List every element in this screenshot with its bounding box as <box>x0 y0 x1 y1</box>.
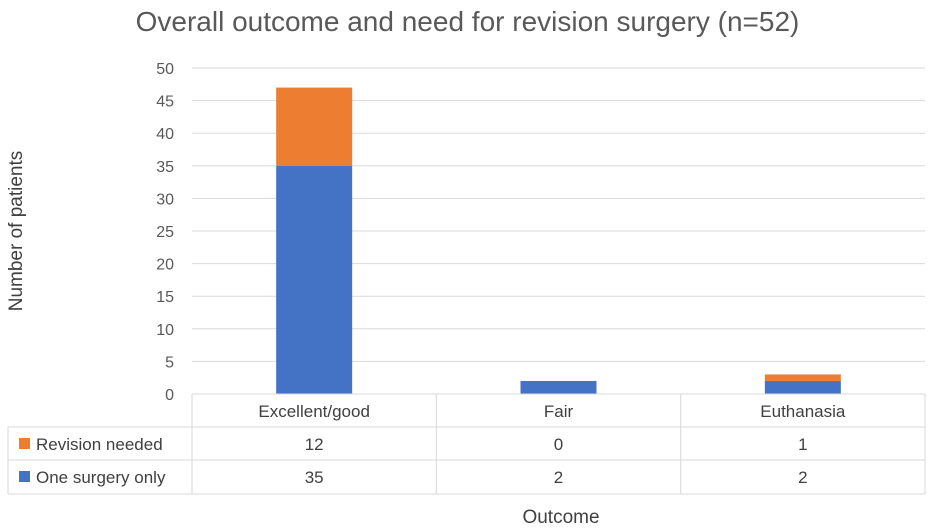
chart-title: Overall outcome and need for revision su… <box>135 6 800 37</box>
y-tick-label: 45 <box>156 94 174 111</box>
bar-segment <box>276 165 353 394</box>
data-label: 2 <box>554 468 563 487</box>
y-tick-label: 30 <box>156 191 174 208</box>
data-table: Excellent/good Fair Euthanasia Revision nee… <box>7 393 926 495</box>
legend-label: One surgery only <box>36 468 166 487</box>
legend-key <box>19 438 30 449</box>
y-tick-label: 5 <box>165 354 174 371</box>
x-tick-label: Euthanasia <box>760 402 846 421</box>
y-tick-label: 25 <box>156 224 174 241</box>
data-label: 0 <box>554 435 563 454</box>
y-tick-label: 35 <box>156 159 174 176</box>
y-tick-label: 50 <box>156 61 174 78</box>
x-axis-title: Outcome <box>522 507 599 528</box>
bar-segment <box>520 380 597 394</box>
y-tick-label: 40 <box>156 126 174 143</box>
x-tick-label: Excellent/good <box>258 402 370 421</box>
bar-segment <box>764 380 841 394</box>
data-label: 2 <box>798 468 807 487</box>
bar-segment <box>764 374 841 381</box>
y-tick-label: 15 <box>156 289 174 306</box>
y-tick-label: 10 <box>156 322 174 339</box>
y-tick-label: 0 <box>165 387 174 404</box>
bar-segment <box>276 87 353 166</box>
x-tick-label: Fair <box>544 402 574 421</box>
data-label: 1 <box>798 435 807 454</box>
legend-key <box>19 471 30 482</box>
bars <box>276 87 841 394</box>
data-label: 35 <box>305 468 324 487</box>
legend-label: Revision needed <box>36 435 163 454</box>
data-label: 12 <box>305 435 324 454</box>
y-axis-title: Number of patients <box>6 151 27 312</box>
y-axis-ticks: 0 5 10 15 20 25 30 35 40 45 50 <box>156 61 174 404</box>
y-tick-label: 20 <box>156 257 174 274</box>
